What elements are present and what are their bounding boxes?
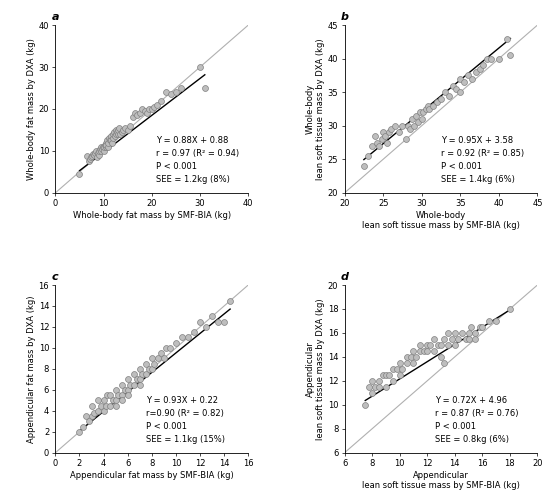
Point <box>375 383 383 391</box>
Point <box>360 162 368 170</box>
Point <box>96 147 105 155</box>
Point <box>383 138 392 146</box>
Point <box>140 107 149 115</box>
Point <box>379 128 388 136</box>
Point <box>444 92 453 100</box>
Point <box>117 128 126 136</box>
Point <box>108 138 117 146</box>
Point <box>416 108 424 116</box>
Point <box>419 108 428 116</box>
Point <box>90 151 99 159</box>
Point <box>379 371 388 379</box>
Point <box>109 130 117 138</box>
Point <box>87 401 96 409</box>
Point <box>135 381 144 389</box>
Point <box>94 149 102 157</box>
Point <box>367 142 376 150</box>
Point <box>123 126 132 134</box>
Text: Y = 0.72X + 4.96
r = 0.87 (R² = 0.76)
P < 0.001
SEE = 0.8kg (6%): Y = 0.72X + 4.96 r = 0.87 (R² = 0.76) P … <box>435 396 519 444</box>
Point <box>433 98 442 106</box>
Point <box>104 138 113 146</box>
Point <box>172 339 181 347</box>
Point <box>420 347 429 355</box>
Point <box>99 396 108 404</box>
Point <box>101 138 110 146</box>
Text: Y = 0.88X + 0.88
r = 0.97 (R² = 0.94)
P < 0.001
SEE = 1.2kg (8%): Y = 0.88X + 0.88 r = 0.97 (R² = 0.94) P … <box>156 136 239 185</box>
Point <box>365 383 374 391</box>
Text: b: b <box>341 12 348 22</box>
Point <box>106 132 115 140</box>
Point <box>450 341 459 349</box>
Point <box>214 318 223 326</box>
Point <box>375 377 383 385</box>
Point <box>388 377 397 385</box>
Point <box>468 75 476 83</box>
Point <box>408 115 417 123</box>
Point <box>475 65 484 73</box>
Point <box>423 341 432 349</box>
Point <box>412 353 420 361</box>
Point <box>390 122 399 130</box>
Point <box>75 170 84 178</box>
Point <box>425 341 434 349</box>
Point <box>494 55 503 63</box>
Point <box>105 391 114 399</box>
Y-axis label: Whole-body fat mass by DXA (kg): Whole-body fat mass by DXA (kg) <box>27 38 36 180</box>
Point <box>105 401 114 409</box>
Point <box>160 355 168 363</box>
Point <box>421 105 430 113</box>
Point <box>114 126 122 134</box>
Point <box>101 401 110 409</box>
Point <box>86 153 95 161</box>
Point <box>423 102 432 110</box>
Point <box>452 85 461 93</box>
Point <box>106 136 115 144</box>
Point <box>491 317 500 325</box>
Point <box>123 375 132 383</box>
Point <box>145 105 154 113</box>
Point <box>456 75 465 83</box>
Point <box>117 396 126 404</box>
Point <box>162 344 171 352</box>
Point <box>102 141 111 149</box>
Point <box>141 360 150 368</box>
Point <box>456 88 465 96</box>
Point <box>409 122 418 130</box>
Point <box>135 375 144 383</box>
Point <box>157 349 166 357</box>
Point <box>147 355 156 363</box>
Point <box>133 111 142 119</box>
Point <box>406 125 414 133</box>
Point <box>437 341 445 349</box>
Point <box>147 365 156 373</box>
Point <box>479 61 488 69</box>
Point <box>93 407 102 415</box>
Point <box>126 381 135 389</box>
Point <box>103 391 112 399</box>
Point <box>437 353 445 361</box>
Point <box>133 375 142 383</box>
Point <box>85 417 94 426</box>
Point <box>111 132 120 140</box>
Point <box>119 126 127 134</box>
Point <box>90 409 99 417</box>
Text: c: c <box>52 272 58 282</box>
Point <box>115 124 124 132</box>
Point <box>93 396 102 404</box>
Point <box>372 138 381 146</box>
Point <box>112 126 121 134</box>
Point <box>101 143 110 151</box>
Point <box>114 130 122 138</box>
Point <box>464 71 473 79</box>
Point <box>505 305 514 313</box>
Point <box>382 371 391 379</box>
Point <box>411 112 420 120</box>
Point <box>112 128 121 136</box>
Point <box>131 109 140 117</box>
Point <box>129 381 138 389</box>
Point <box>111 386 120 394</box>
Point <box>135 365 144 373</box>
Point <box>114 391 122 399</box>
Point <box>368 389 377 397</box>
Point <box>483 55 492 63</box>
